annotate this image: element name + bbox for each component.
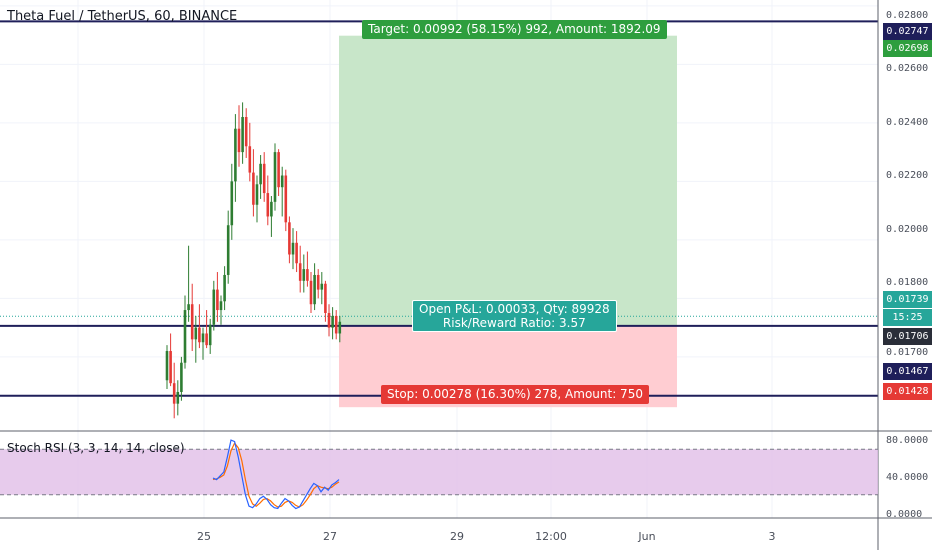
candle-body xyxy=(259,163,262,185)
candle-body xyxy=(216,289,219,311)
time-tick: 25 xyxy=(197,530,211,543)
candle-body xyxy=(219,301,223,311)
candle-body xyxy=(320,283,324,290)
candle-body xyxy=(237,128,241,153)
stop-price-label: 0.01428 xyxy=(883,383,932,400)
entry-price-label: 0.01706 xyxy=(883,328,932,345)
candle-body xyxy=(198,327,201,343)
candle-body xyxy=(309,280,313,305)
candle-body xyxy=(331,315,334,328)
candle-body xyxy=(252,172,255,205)
candle-body xyxy=(226,225,230,275)
candle-body xyxy=(298,263,302,281)
time-tick: 3 xyxy=(768,530,776,543)
candle-body xyxy=(208,324,212,346)
candle-body xyxy=(201,333,205,343)
price-tick: 0.02600 xyxy=(886,63,929,74)
bar-countdown-label: 15:25 xyxy=(883,309,932,326)
target-label: Target: 0.00992 (58.15%) 992, Amount: 18… xyxy=(362,20,667,39)
candle-body xyxy=(316,274,320,290)
price-tick: 0.02800 xyxy=(886,10,929,21)
target-price-label: 0.02698 xyxy=(883,40,932,57)
candle-body xyxy=(180,362,183,392)
time-tick: Jun xyxy=(638,530,656,543)
candle-body xyxy=(266,193,270,217)
candle-body xyxy=(306,269,309,281)
candle-body xyxy=(324,283,327,313)
candle-body xyxy=(165,351,169,381)
pnl-text: Open P&L: 0.00033, Qty: 89928 xyxy=(419,302,610,316)
candle-body xyxy=(172,383,176,404)
candle-body xyxy=(187,304,190,311)
stoch-rsi-title: Stoch RSI (3, 3, 14, 14, close) xyxy=(7,441,185,455)
candle-body xyxy=(270,201,273,217)
risk-reward-text: Risk/Reward Ratio: 3.57 xyxy=(442,316,586,330)
candle-body xyxy=(291,242,295,255)
candle-body xyxy=(241,117,244,153)
stop-line-price-label: 0.01467 xyxy=(883,363,932,380)
candle-body xyxy=(295,242,298,264)
price-tick: 0.01700 xyxy=(886,347,929,358)
stoch-rsi-k-line xyxy=(212,439,340,510)
candle-body xyxy=(230,181,234,226)
candle-body xyxy=(183,310,187,363)
candle-body xyxy=(169,351,172,384)
candle-body xyxy=(280,175,284,188)
candle-body xyxy=(284,175,288,223)
candle-body xyxy=(302,269,306,281)
candle-body xyxy=(244,117,248,147)
target-line-price-label: 0.02747 xyxy=(883,23,932,40)
candle-body xyxy=(334,315,338,334)
candle-body xyxy=(255,184,259,205)
time-tick: 27 xyxy=(323,530,337,543)
target-zone xyxy=(339,35,677,326)
candle-body xyxy=(190,304,194,340)
rsi-tick: 80.0000 xyxy=(886,435,929,446)
chart-title: Theta Fuel / TetherUS, 60, BINANCE xyxy=(7,9,238,24)
candle-body xyxy=(194,327,198,340)
candle-body xyxy=(313,274,316,305)
candle-body xyxy=(288,222,291,255)
candle-body xyxy=(212,289,216,325)
candle-body xyxy=(273,152,277,202)
rsi-tick: 40.0000 xyxy=(886,472,929,483)
current-price-label: 0.01739 xyxy=(883,291,932,308)
price-tick: 0.02400 xyxy=(886,117,929,128)
rsi-band xyxy=(0,449,878,495)
stop-label: Stop: 0.00278 (16.30%) 278, Amount: 750 xyxy=(381,385,649,404)
price-tick: 0.02200 xyxy=(886,170,929,181)
candle-body xyxy=(234,128,237,182)
candle-body xyxy=(262,163,266,194)
candle-body xyxy=(248,146,252,173)
rsi-tick: 0.0000 xyxy=(886,509,923,520)
candle-body xyxy=(205,333,208,346)
time-tick: 12:00 xyxy=(535,530,567,543)
candle-body xyxy=(223,274,226,302)
open-pnl-label: Open P&L: 0.00033, Qty: 89928 Risk/Rewar… xyxy=(412,300,617,332)
time-tick: 29 xyxy=(450,530,464,543)
candle-body xyxy=(338,321,342,334)
candle-body xyxy=(176,391,180,404)
candle-body xyxy=(277,152,280,188)
price-tick: 0.01800 xyxy=(886,277,929,288)
candle-body xyxy=(327,312,331,328)
price-tick: 0.02000 xyxy=(886,224,929,235)
